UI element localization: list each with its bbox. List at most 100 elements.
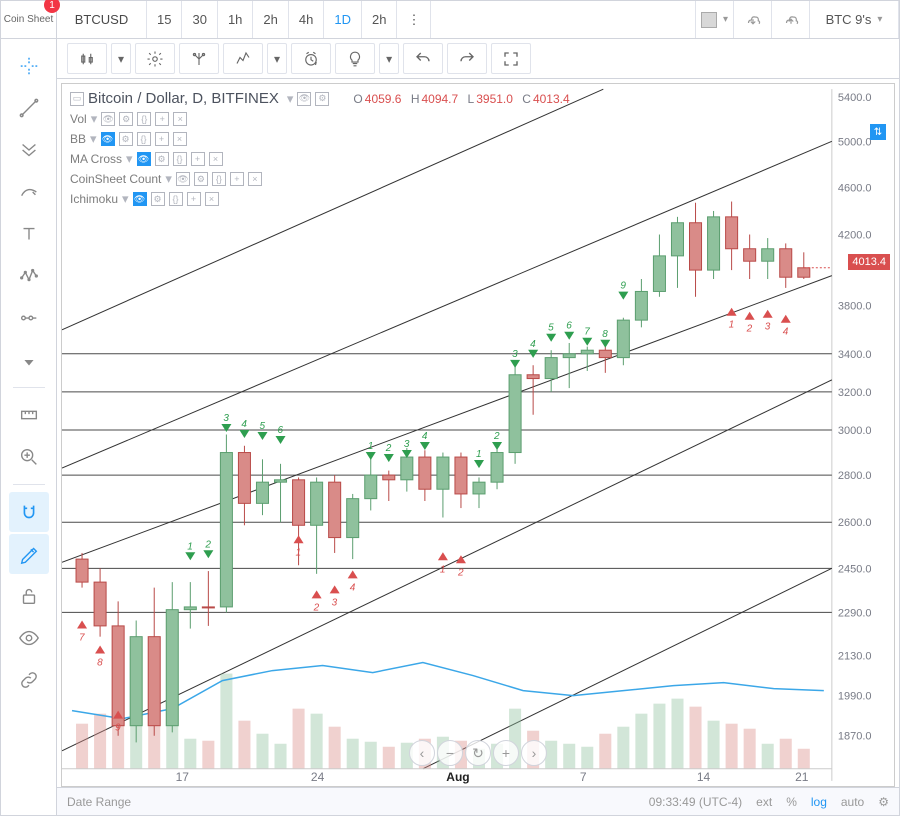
more-intervals-button[interactable]: ⋮: [397, 1, 431, 38]
chart-style-button[interactable]: [67, 43, 107, 74]
interval-15[interactable]: 15: [147, 1, 182, 38]
interval-1D[interactable]: 1D: [324, 1, 362, 38]
chart-style-dropdown[interactable]: ▾: [111, 43, 131, 74]
nav-next-button[interactable]: ›: [521, 740, 547, 766]
idea-button[interactable]: [335, 43, 375, 74]
svg-text:4: 4: [241, 419, 247, 430]
nav-reset-button[interactable]: ↻: [465, 740, 491, 766]
interval-2h[interactable]: 2h: [362, 1, 397, 38]
compare-button[interactable]: [179, 43, 219, 74]
eye-icon[interactable]: 👁: [101, 112, 115, 126]
add-icon[interactable]: +: [155, 112, 169, 126]
nav-zoom-out-button[interactable]: −: [437, 740, 463, 766]
add-icon[interactable]: +: [155, 132, 169, 146]
fullscreen-button[interactable]: [491, 43, 531, 74]
link-tool[interactable]: [9, 660, 49, 700]
add-icon[interactable]: +: [230, 172, 244, 186]
indicators-button[interactable]: [223, 43, 263, 74]
gear-icon[interactable]: ⚙: [119, 132, 133, 146]
upload-button[interactable]: [771, 1, 809, 38]
nav-prev-button[interactable]: ‹: [409, 740, 435, 766]
indicators-dropdown[interactable]: ▾: [267, 43, 287, 74]
add-icon[interactable]: +: [191, 152, 205, 166]
magnet-tool[interactable]: [9, 492, 49, 532]
eye-icon[interactable]: 👁: [133, 192, 147, 206]
svg-text:5000.0: 5000.0: [838, 136, 872, 148]
svg-text:1: 1: [296, 547, 302, 558]
interval-2h[interactable]: 2h: [253, 1, 288, 38]
log-toggle[interactable]: log: [811, 795, 827, 809]
code-icon[interactable]: {}: [212, 172, 226, 186]
close-icon[interactable]: ×: [205, 192, 219, 206]
code-icon[interactable]: {}: [169, 192, 183, 206]
chart-area[interactable]: ▭ Bitcoin / Dollar, D, BITFINEX ▾ 👁 ⚙ O4…: [61, 83, 895, 787]
indicator-row: BB ▾ 👁 ⚙ {} + ×: [70, 131, 570, 147]
date-range-button[interactable]: Date Range: [67, 795, 131, 809]
lock-tool[interactable]: [9, 576, 49, 616]
eye-icon[interactable]: 👁: [176, 172, 190, 186]
nav-zoom-in-button[interactable]: +: [493, 740, 519, 766]
pct-toggle[interactable]: %: [786, 795, 797, 809]
auto-toggle[interactable]: auto: [841, 795, 864, 809]
logo-text: Coin Sheet: [4, 15, 53, 25]
alert-button[interactable]: [291, 43, 331, 74]
sidebar: [1, 39, 57, 815]
ext-toggle[interactable]: ext: [756, 795, 772, 809]
close-icon[interactable]: ×: [248, 172, 262, 186]
svg-text:2130.0: 2130.0: [838, 651, 872, 663]
pitchfork-tool[interactable]: [9, 130, 49, 170]
crosshair-tool[interactable]: [9, 46, 49, 86]
gear-icon[interactable]: ⚙: [315, 92, 329, 106]
close-icon[interactable]: ×: [173, 112, 187, 126]
close-icon[interactable]: ×: [173, 132, 187, 146]
download-button[interactable]: [733, 1, 771, 38]
svg-text:6: 6: [566, 321, 572, 332]
compare-selector[interactable]: BTC 9's▾: [809, 1, 899, 38]
gear-icon[interactable]: ⚙: [878, 795, 889, 809]
chevron-down-icon[interactable]: ▾: [287, 91, 294, 107]
indicator-row: MA Cross ▾ 👁 ⚙ {} + ×: [70, 151, 570, 167]
svg-text:3400.0: 3400.0: [838, 349, 872, 361]
gear-icon[interactable]: ⚙: [151, 192, 165, 206]
logo[interactable]: Coin Sheet 1: [1, 1, 57, 39]
code-icon[interactable]: {}: [173, 152, 187, 166]
close-icon[interactable]: ×: [209, 152, 223, 166]
undo-button[interactable]: [403, 43, 443, 74]
interval-30[interactable]: 30: [182, 1, 217, 38]
add-icon[interactable]: +: [187, 192, 201, 206]
code-icon[interactable]: {}: [137, 112, 151, 126]
style-picker[interactable]: ▾: [695, 1, 733, 38]
text-tool[interactable]: [9, 214, 49, 254]
zoom-tool[interactable]: [9, 437, 49, 477]
chart-toolbar: ▾ ▾ ▾: [57, 39, 899, 79]
lock-drawing-tool[interactable]: [9, 534, 49, 574]
symbol-selector[interactable]: BTCUSD: [57, 1, 147, 38]
interval-1h[interactable]: 1h: [218, 1, 253, 38]
eye-icon[interactable]: 👁: [297, 92, 311, 106]
eye-icon[interactable]: 👁: [101, 132, 115, 146]
gear-icon[interactable]: ⚙: [155, 152, 169, 166]
idea-dropdown[interactable]: ▾: [379, 43, 399, 74]
collapse-icon[interactable]: ▭: [70, 92, 84, 106]
arrow-down-tool[interactable]: [9, 340, 49, 380]
ruler-tool[interactable]: [9, 395, 49, 435]
interval-4h[interactable]: 4h: [289, 1, 324, 38]
clock-time: 09:33:49 (UTC-4): [649, 795, 742, 809]
svg-text:2600.0: 2600.0: [838, 517, 872, 529]
svg-text:3: 3: [332, 597, 338, 608]
trendline-tool[interactable]: [9, 88, 49, 128]
gear-icon[interactable]: ⚙: [194, 172, 208, 186]
code-icon[interactable]: {}: [137, 132, 151, 146]
pattern-tool[interactable]: [9, 256, 49, 296]
gear-icon[interactable]: ⚙: [119, 112, 133, 126]
scroll-sync-icon[interactable]: ⇅: [870, 124, 886, 140]
forecast-tool[interactable]: [9, 298, 49, 338]
settings-button[interactable]: [135, 43, 175, 74]
brush-tool[interactable]: [9, 172, 49, 212]
last-price-tag: 4013.4: [848, 254, 890, 270]
eye-icon[interactable]: 👁: [137, 152, 151, 166]
indicator-row: Vol ▾ 👁 ⚙ {} + ×: [70, 111, 570, 127]
svg-text:Aug: Aug: [446, 770, 469, 784]
redo-button[interactable]: [447, 43, 487, 74]
visibility-tool[interactable]: [9, 618, 49, 658]
